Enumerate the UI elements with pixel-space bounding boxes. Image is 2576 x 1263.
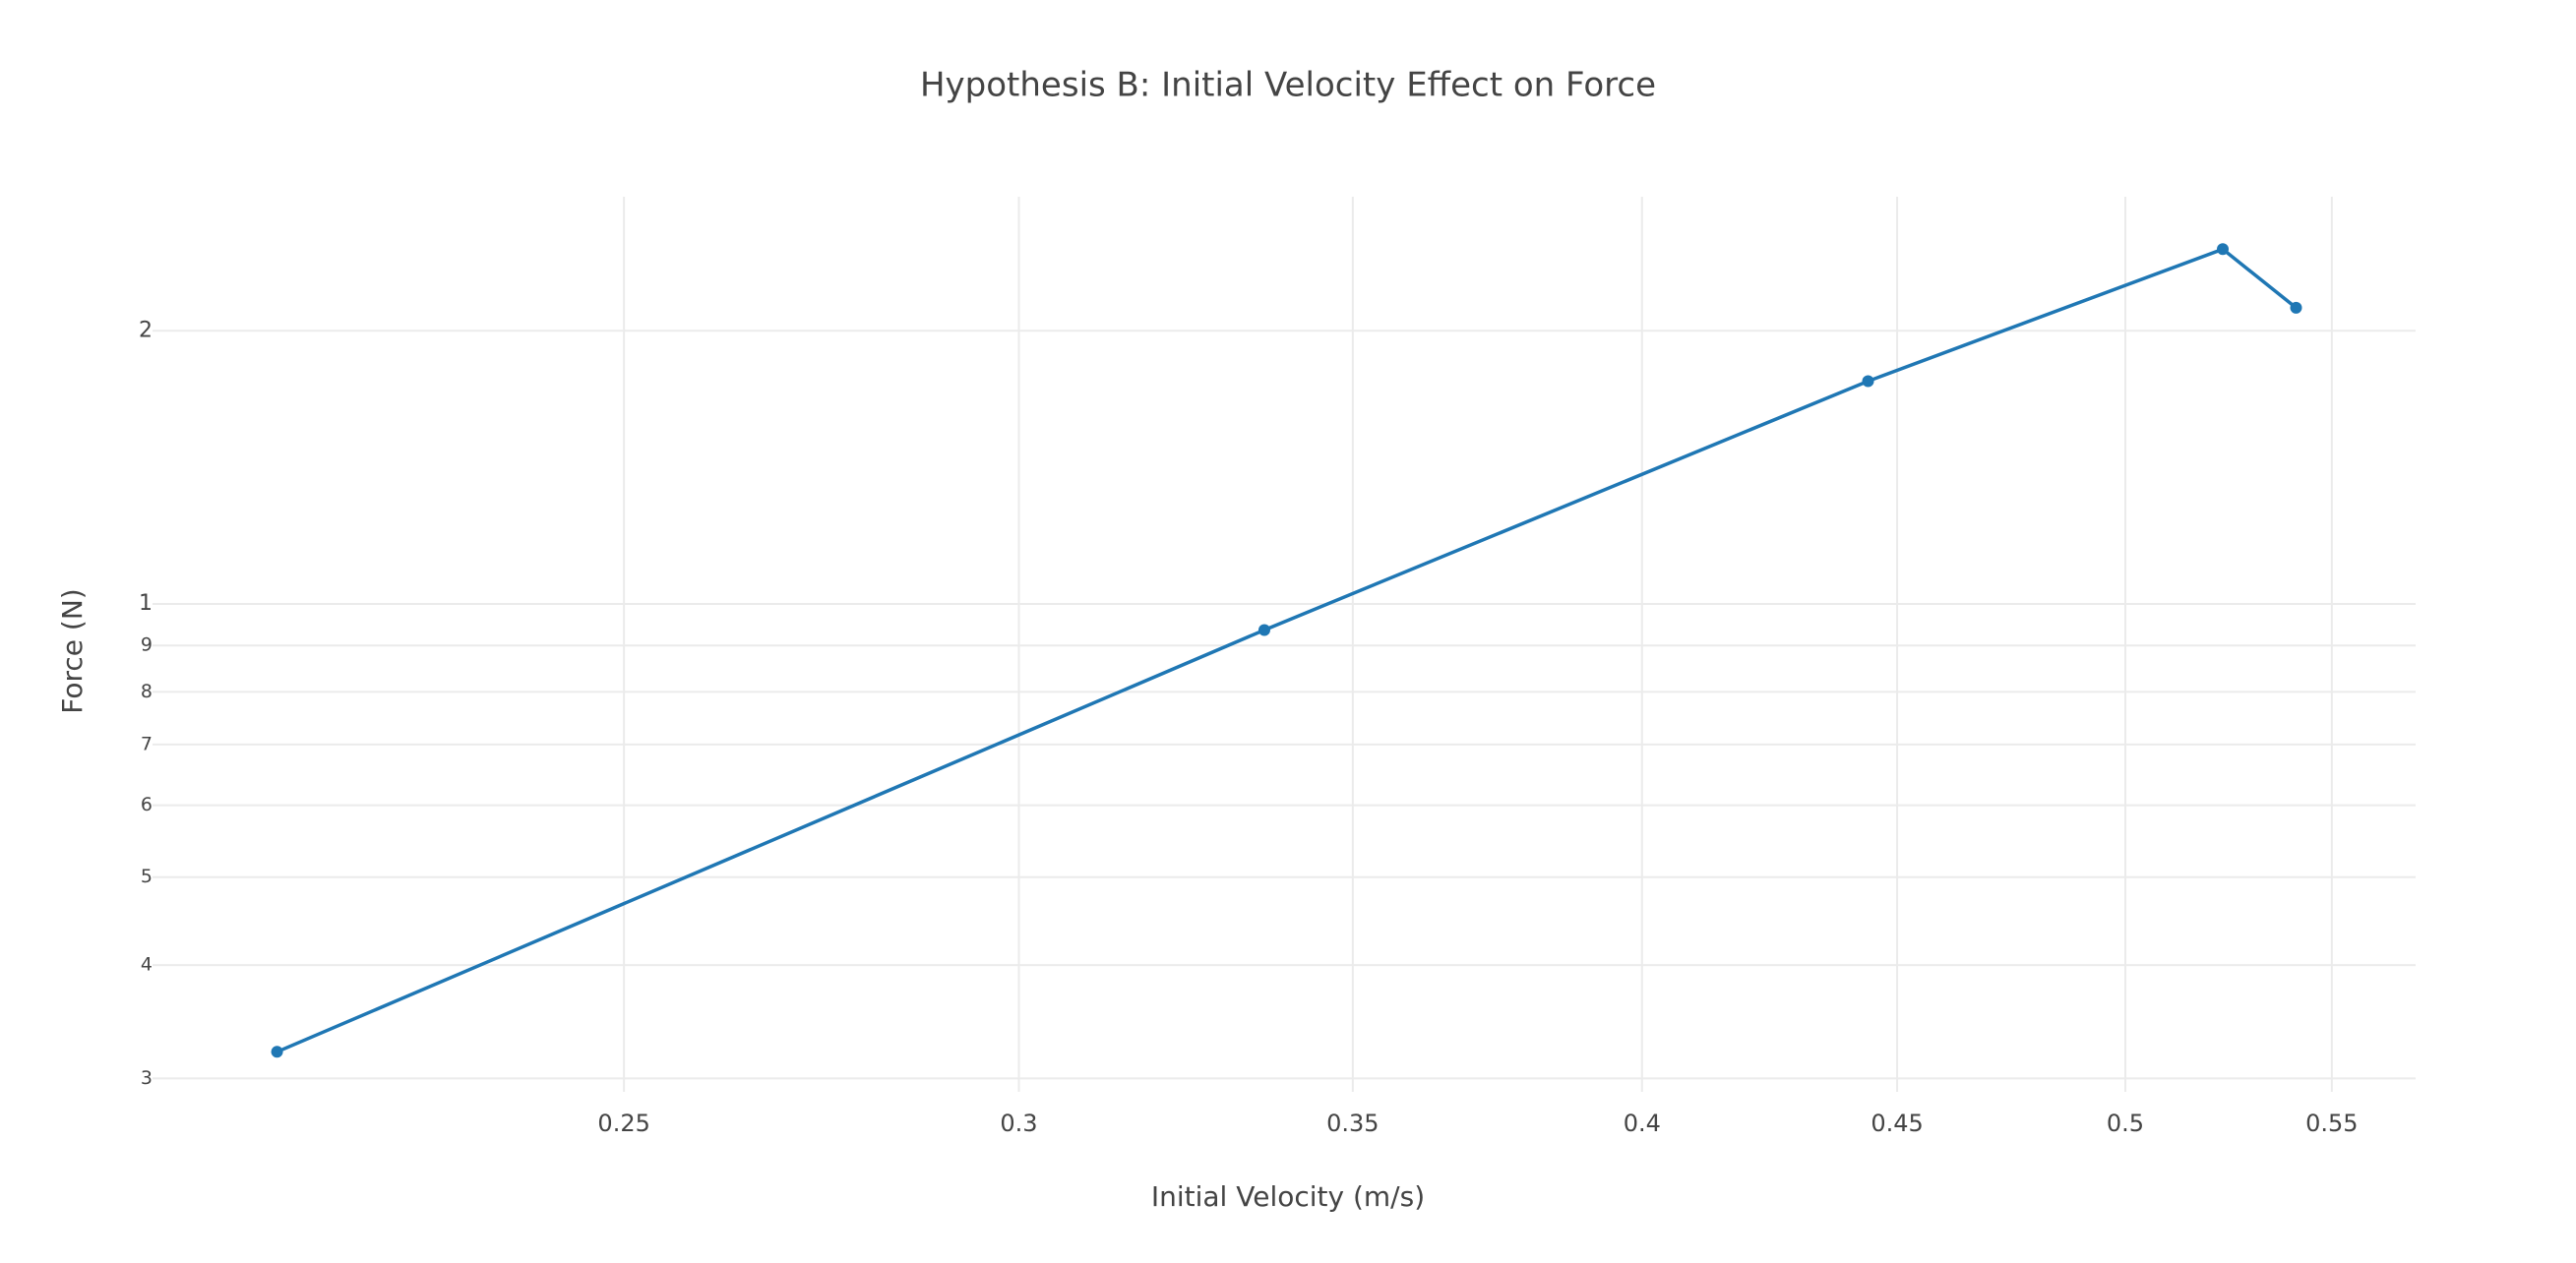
x-tick-label: 0.4 — [1624, 1110, 1661, 1137]
y-tick-label: 9 — [141, 634, 153, 656]
data-point — [1257, 624, 1270, 636]
x-tick-label: 0.55 — [2305, 1110, 2358, 1137]
y-axis-title: Force (N) — [56, 588, 89, 713]
y-tick-label: 2 — [139, 318, 153, 342]
data-line — [276, 247, 2298, 1053]
y-tick-label: 8 — [141, 681, 153, 702]
x-axis-title: Initial Velocity (m/s) — [1151, 1180, 1425, 1213]
x-tick-label: 0.25 — [597, 1110, 649, 1137]
y-tick-label: 7 — [141, 733, 153, 754]
x-tick-label: 0.5 — [2107, 1110, 2144, 1137]
chart-title: Hypothesis B: Initial Velocity Effect on… — [920, 66, 1656, 105]
x-tick-label: 0.35 — [1326, 1110, 1379, 1137]
data-point — [271, 1046, 283, 1058]
y-tick-label: 4 — [141, 954, 153, 976]
x-tick-label: 0.3 — [1000, 1110, 1037, 1137]
y-tick-label: 3 — [141, 1067, 153, 1089]
data-point — [2217, 243, 2230, 256]
data-point — [1862, 375, 1874, 388]
y-tick-label: 1 — [139, 591, 153, 616]
y-tick-label: 5 — [141, 866, 153, 887]
x-tick-label: 0.45 — [1871, 1110, 1923, 1137]
data-point — [2290, 301, 2302, 314]
y-tick-label: 6 — [141, 794, 153, 815]
